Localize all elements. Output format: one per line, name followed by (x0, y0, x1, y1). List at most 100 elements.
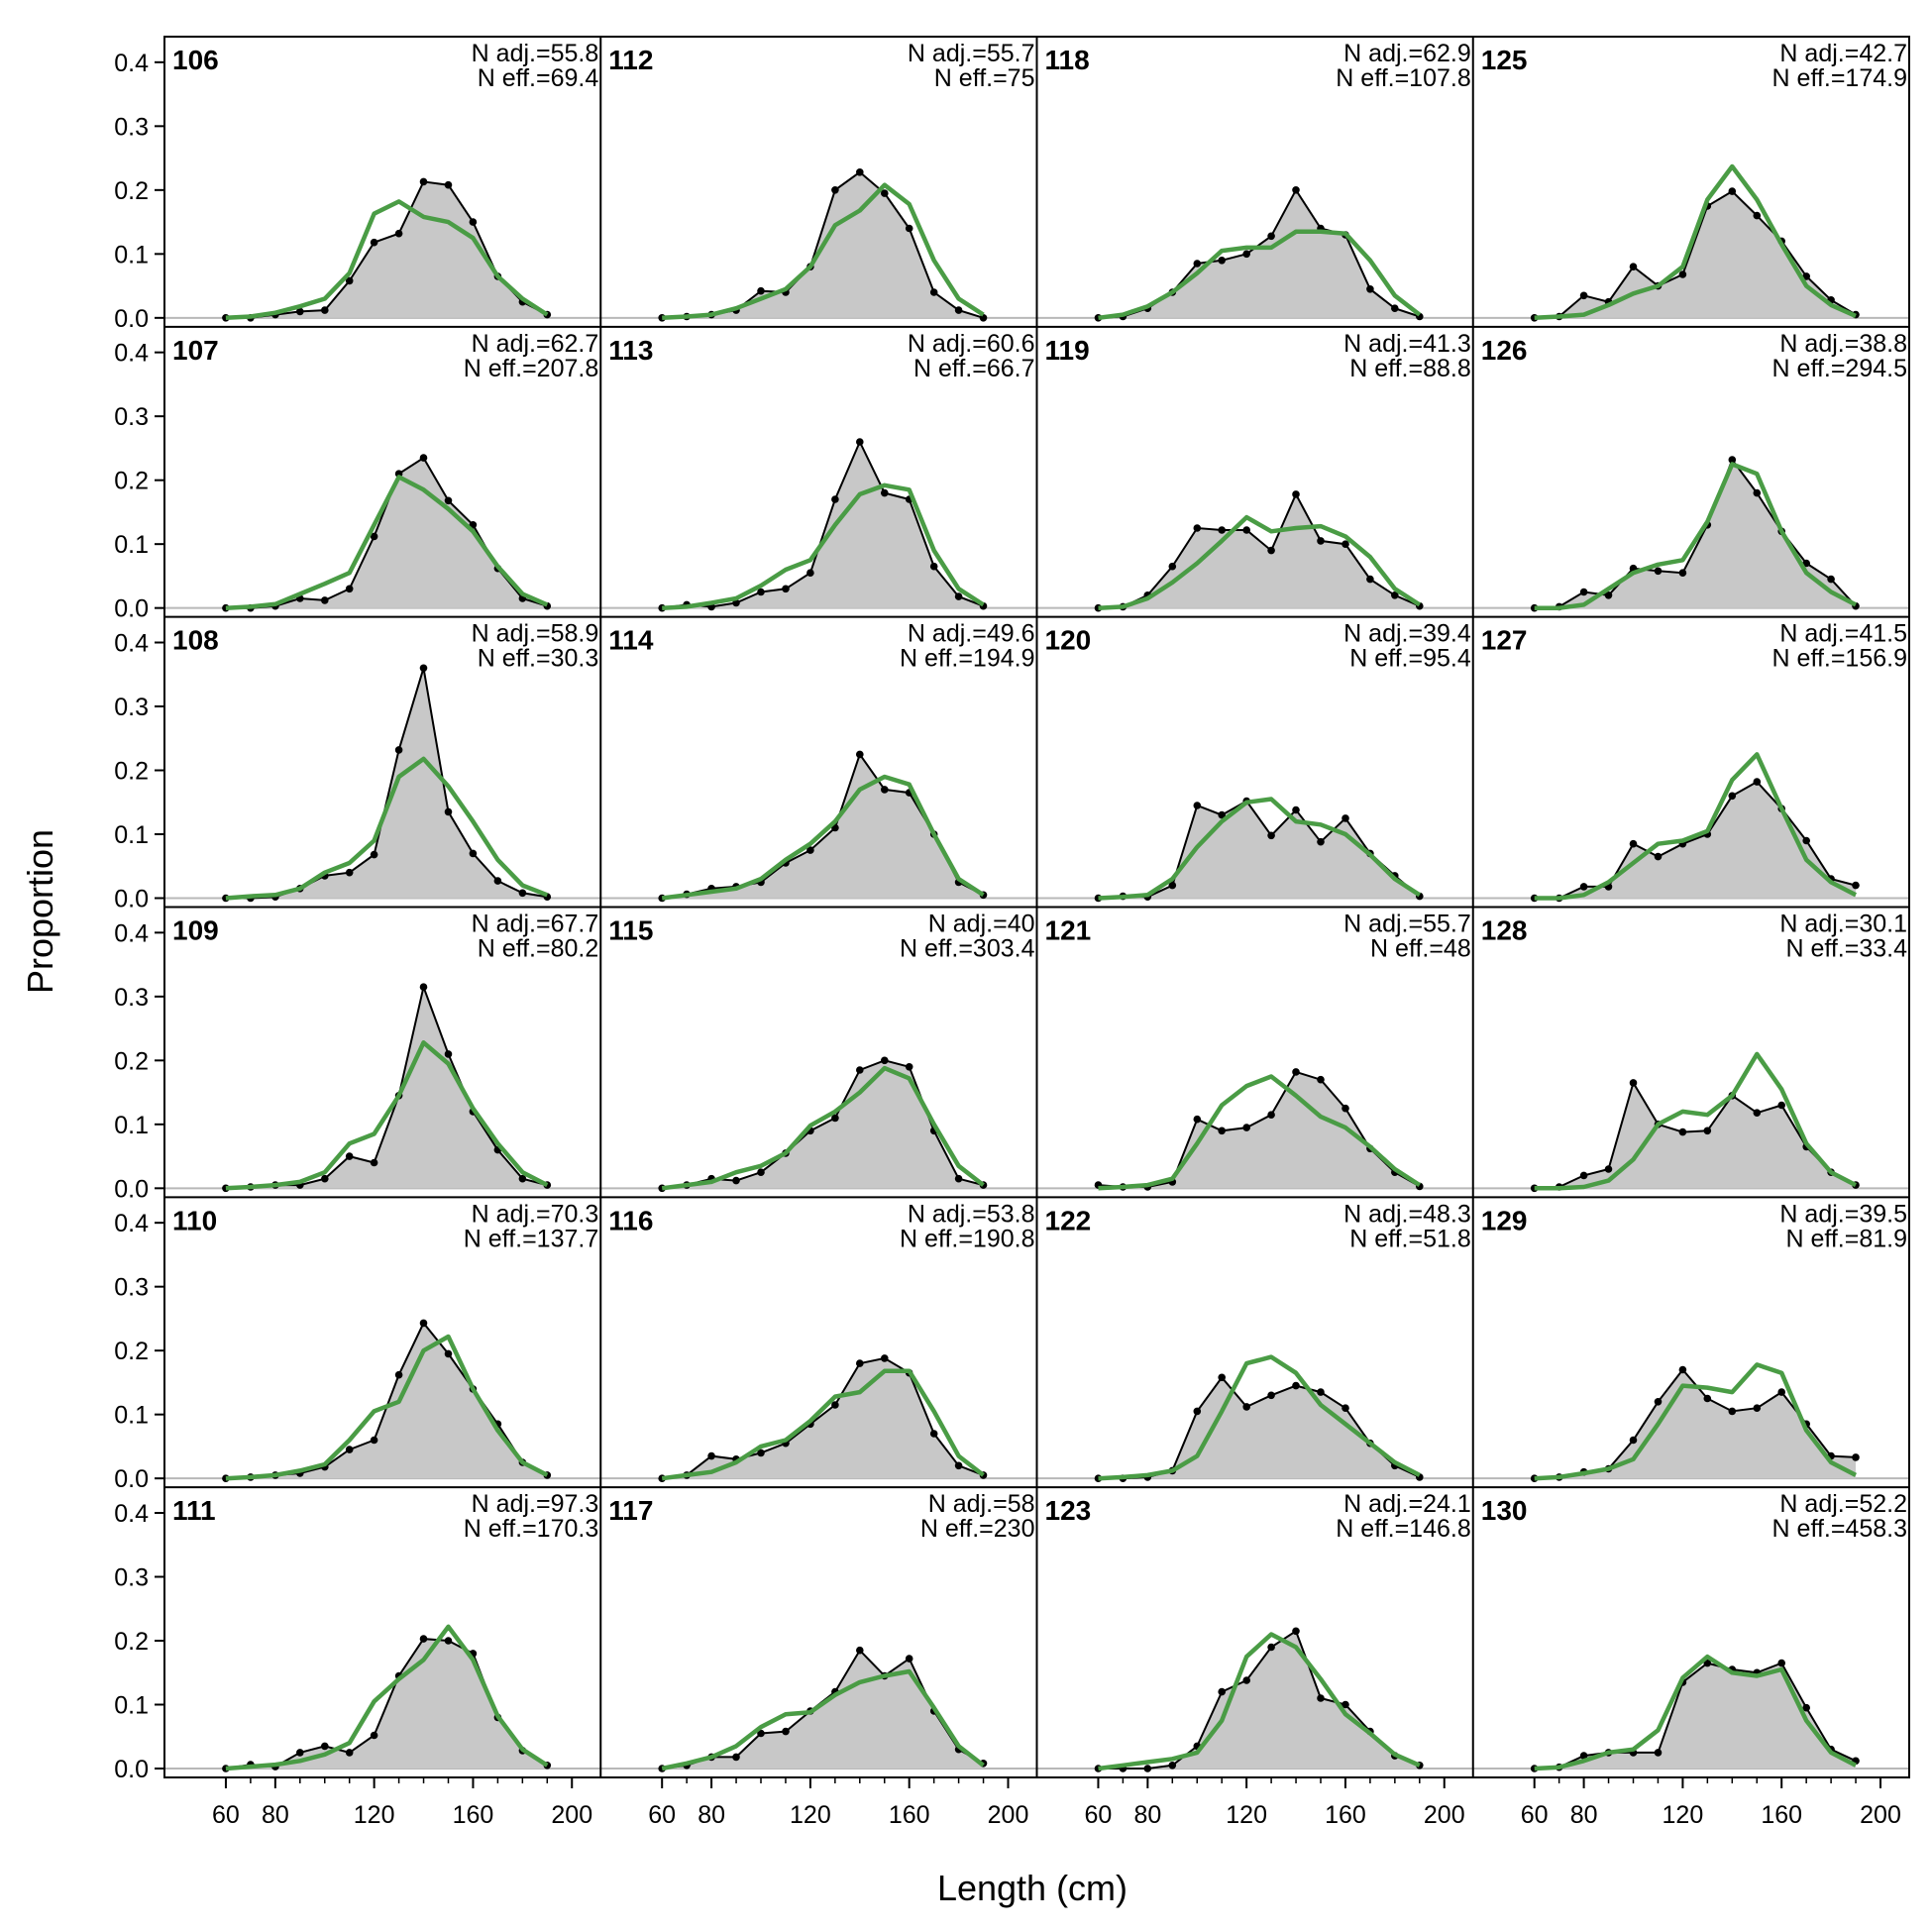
panel-label: 120 (1045, 625, 1092, 656)
observed-point (1579, 291, 1588, 300)
panel-label: 113 (608, 335, 653, 366)
panel-121: 121 N adj.=55.7N eff.=48 (1036, 911, 1473, 1191)
panel-label: 108 (172, 625, 219, 656)
observed-point (444, 180, 453, 189)
observed-point (1703, 1394, 1712, 1403)
observed-point (493, 877, 502, 885)
expected-line (1534, 752, 1858, 901)
expected-line (1098, 1354, 1421, 1481)
expected-line (661, 1368, 985, 1481)
observed-point (954, 1174, 963, 1183)
observed-point (881, 1056, 889, 1065)
expected-line (1534, 1654, 1858, 1771)
x-tick-label: 120 (1663, 1801, 1704, 1829)
observed-area (1098, 801, 1420, 899)
n-adj-label: N adj.=48.3 (1343, 1200, 1471, 1228)
observed-point (1193, 1407, 1202, 1416)
observed-point (856, 750, 864, 759)
observed-point (370, 1158, 378, 1167)
observed-point (1703, 1127, 1712, 1135)
observed-point (1292, 805, 1300, 814)
observed-point (1777, 1101, 1785, 1110)
x-tick-label: 60 (648, 1801, 676, 1829)
n-eff-label: N eff.=33.4 (1785, 935, 1907, 963)
expected-line (1534, 1362, 1858, 1481)
observed-point (1193, 260, 1202, 268)
observed-point (1852, 1453, 1860, 1461)
n-adj-label: N adj.=38.8 (1779, 330, 1907, 358)
panel-123: 123 N adj.=24.1N eff.=146.8 (1036, 1490, 1473, 1772)
y-tick-label: 0.3 (114, 1274, 149, 1302)
observed-point (1629, 263, 1638, 271)
expected-line (225, 475, 549, 610)
observed-point (1629, 1079, 1638, 1087)
panel-115: 115 N adj.=40N eff.=303.4 (600, 911, 1037, 1193)
observed-area (225, 181, 548, 318)
observed-point (929, 562, 938, 571)
observed-point (732, 1753, 740, 1762)
observed-point (1218, 526, 1226, 534)
expected-line (1098, 1074, 1422, 1191)
observed-point (1292, 1627, 1300, 1636)
observed-point (444, 807, 453, 816)
observed-point (1678, 569, 1687, 577)
observed-point (856, 1359, 864, 1367)
observed-point (1728, 1407, 1737, 1416)
observed-point (370, 532, 378, 541)
observed-line (1534, 457, 1857, 609)
observed-line (662, 439, 984, 609)
x-axis-label: Length (cm) (937, 1868, 1127, 1908)
observed-point (1366, 285, 1374, 293)
n-eff-label: N eff.=66.7 (913, 355, 1035, 382)
n-eff-label: N eff.=170.3 (464, 1515, 598, 1543)
observed-point (1777, 1659, 1785, 1667)
panel-label: 115 (608, 915, 653, 946)
expected-line (1534, 462, 1858, 610)
observed-area (225, 987, 548, 1189)
y-tick-label: 0.0 (114, 1756, 149, 1783)
panel-114: 114 N adj.=49.6N eff.=194.9 (600, 620, 1037, 903)
panel-label: 128 (1481, 915, 1528, 946)
observed-area (662, 1357, 984, 1479)
x-tick-label: 200 (988, 1801, 1029, 1829)
n-adj-label: N adj.=42.7 (1779, 40, 1907, 67)
panel-label: 109 (172, 915, 219, 946)
n-eff-label: N eff.=75 (934, 64, 1035, 92)
n-adj-label: N adj.=55.7 (1343, 911, 1471, 938)
observed-point (1218, 810, 1226, 819)
panel-107: 107 N adj.=62.7N eff.=207.8 (164, 330, 601, 612)
observed-point (1193, 524, 1202, 532)
n-adj-label: N adj.=41.3 (1343, 330, 1471, 358)
y-tick-label: 0.0 (114, 886, 149, 913)
observed-point (1168, 881, 1177, 890)
observed-area (662, 442, 984, 608)
panel-130: 130 N adj.=52.2N eff.=458.3 (1472, 1490, 1909, 1772)
observed-point (1728, 456, 1737, 464)
n-eff-label: N eff.=30.3 (478, 645, 599, 673)
y-tick-label: 0.1 (114, 821, 149, 849)
observed-point (1654, 1749, 1663, 1757)
expected-line (225, 199, 549, 321)
observed-point (856, 1066, 864, 1074)
observed-point (1218, 257, 1226, 265)
observed-point (881, 1354, 889, 1362)
observed-point (296, 1749, 304, 1757)
y-tick-label: 0.1 (114, 1112, 149, 1139)
observed-point (1391, 591, 1399, 599)
y-tick-label: 0.3 (114, 403, 149, 431)
observed-point (954, 592, 963, 600)
observed-point (345, 1152, 354, 1160)
observed-point (1292, 1068, 1300, 1076)
observed-point (732, 1176, 740, 1185)
x-tick-label: 60 (212, 1801, 240, 1829)
observed-point (1242, 1124, 1250, 1131)
x-tick-label: 120 (790, 1801, 831, 1829)
observed-point (707, 1451, 715, 1460)
n-adj-label: N adj.=41.5 (1779, 620, 1907, 648)
x-tick-label: 60 (1085, 1801, 1113, 1829)
observed-area (1098, 493, 1420, 608)
expected-line (1098, 229, 1422, 321)
y-tick-label: 0.4 (114, 1500, 149, 1528)
panel-label: 110 (172, 1205, 217, 1235)
y-tick-label: 0.4 (114, 340, 149, 368)
